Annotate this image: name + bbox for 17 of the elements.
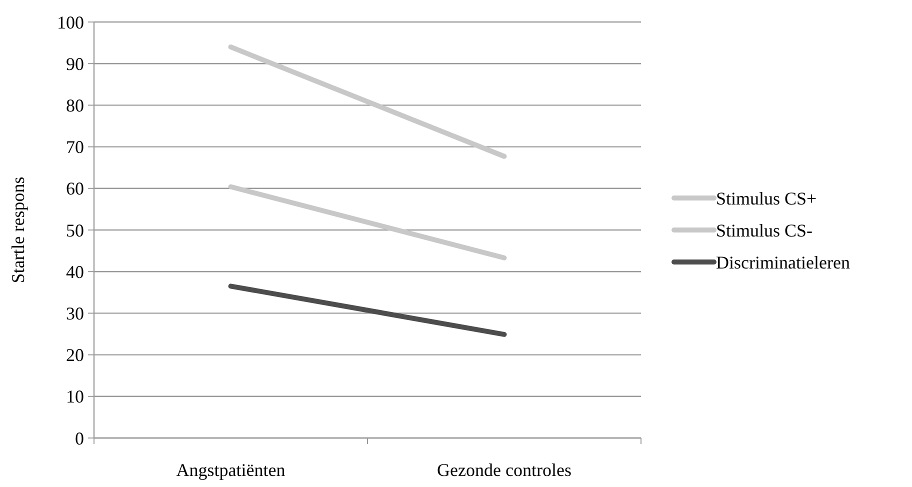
y-tick-label: 70 [66, 137, 84, 158]
legend-label: Stimulus CS+ [716, 188, 817, 208]
y-tick-label: 80 [66, 96, 84, 116]
y-tick-label: 60 [66, 178, 84, 199]
y-tick-label: 40 [66, 262, 84, 282]
x-tick-label: Gezonde controles [437, 460, 572, 480]
x-tick-label: Angstpatiënten [176, 460, 286, 480]
y-tick-label: 50 [66, 220, 84, 240]
y-tick-label: 30 [66, 304, 84, 324]
y-tick-label: 0 [75, 428, 84, 448]
y-tick-label: 90 [66, 54, 84, 74]
y-tick-label: 20 [66, 345, 84, 366]
legend-label: Discriminatieleren [716, 252, 850, 272]
y-tick-label: 10 [66, 386, 84, 407]
y-tick-label: 100 [57, 12, 84, 32]
legend-label: Stimulus CS- [716, 220, 813, 240]
y-axis-title: Startle respons [8, 176, 28, 284]
